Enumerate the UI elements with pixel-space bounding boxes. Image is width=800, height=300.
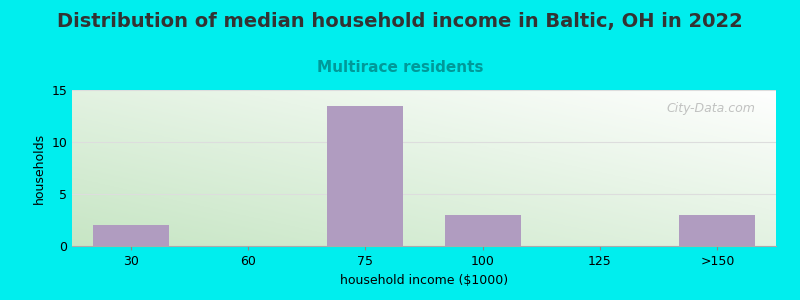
X-axis label: household income ($1000): household income ($1000) [340,274,508,286]
Text: City-Data.com: City-Data.com [666,103,755,116]
Text: Multirace residents: Multirace residents [317,60,483,75]
Text: Distribution of median household income in Baltic, OH in 2022: Distribution of median household income … [57,12,743,31]
Y-axis label: households: households [33,132,46,204]
Bar [445,215,521,246]
Bar [327,106,403,246]
Bar [679,215,755,246]
Bar [93,225,169,246]
